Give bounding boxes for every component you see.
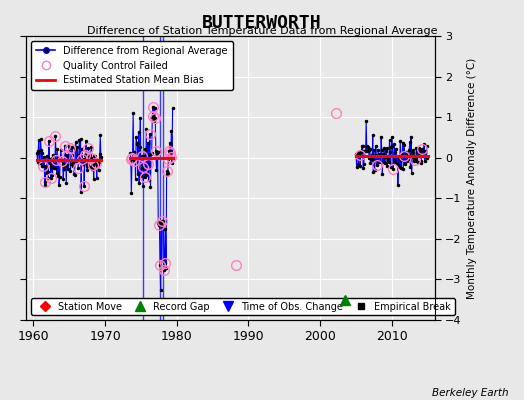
Text: BUTTERWORTH: BUTTERWORTH	[202, 14, 322, 32]
Text: Difference of Station Temperature Data from Regional Average: Difference of Station Temperature Data f…	[87, 26, 437, 36]
Legend: Station Move, Record Gap, Time of Obs. Change, Empirical Break: Station Move, Record Gap, Time of Obs. C…	[31, 298, 455, 316]
Y-axis label: Monthly Temperature Anomaly Difference (°C): Monthly Temperature Anomaly Difference (…	[467, 57, 477, 299]
Text: Berkeley Earth: Berkeley Earth	[432, 388, 508, 398]
